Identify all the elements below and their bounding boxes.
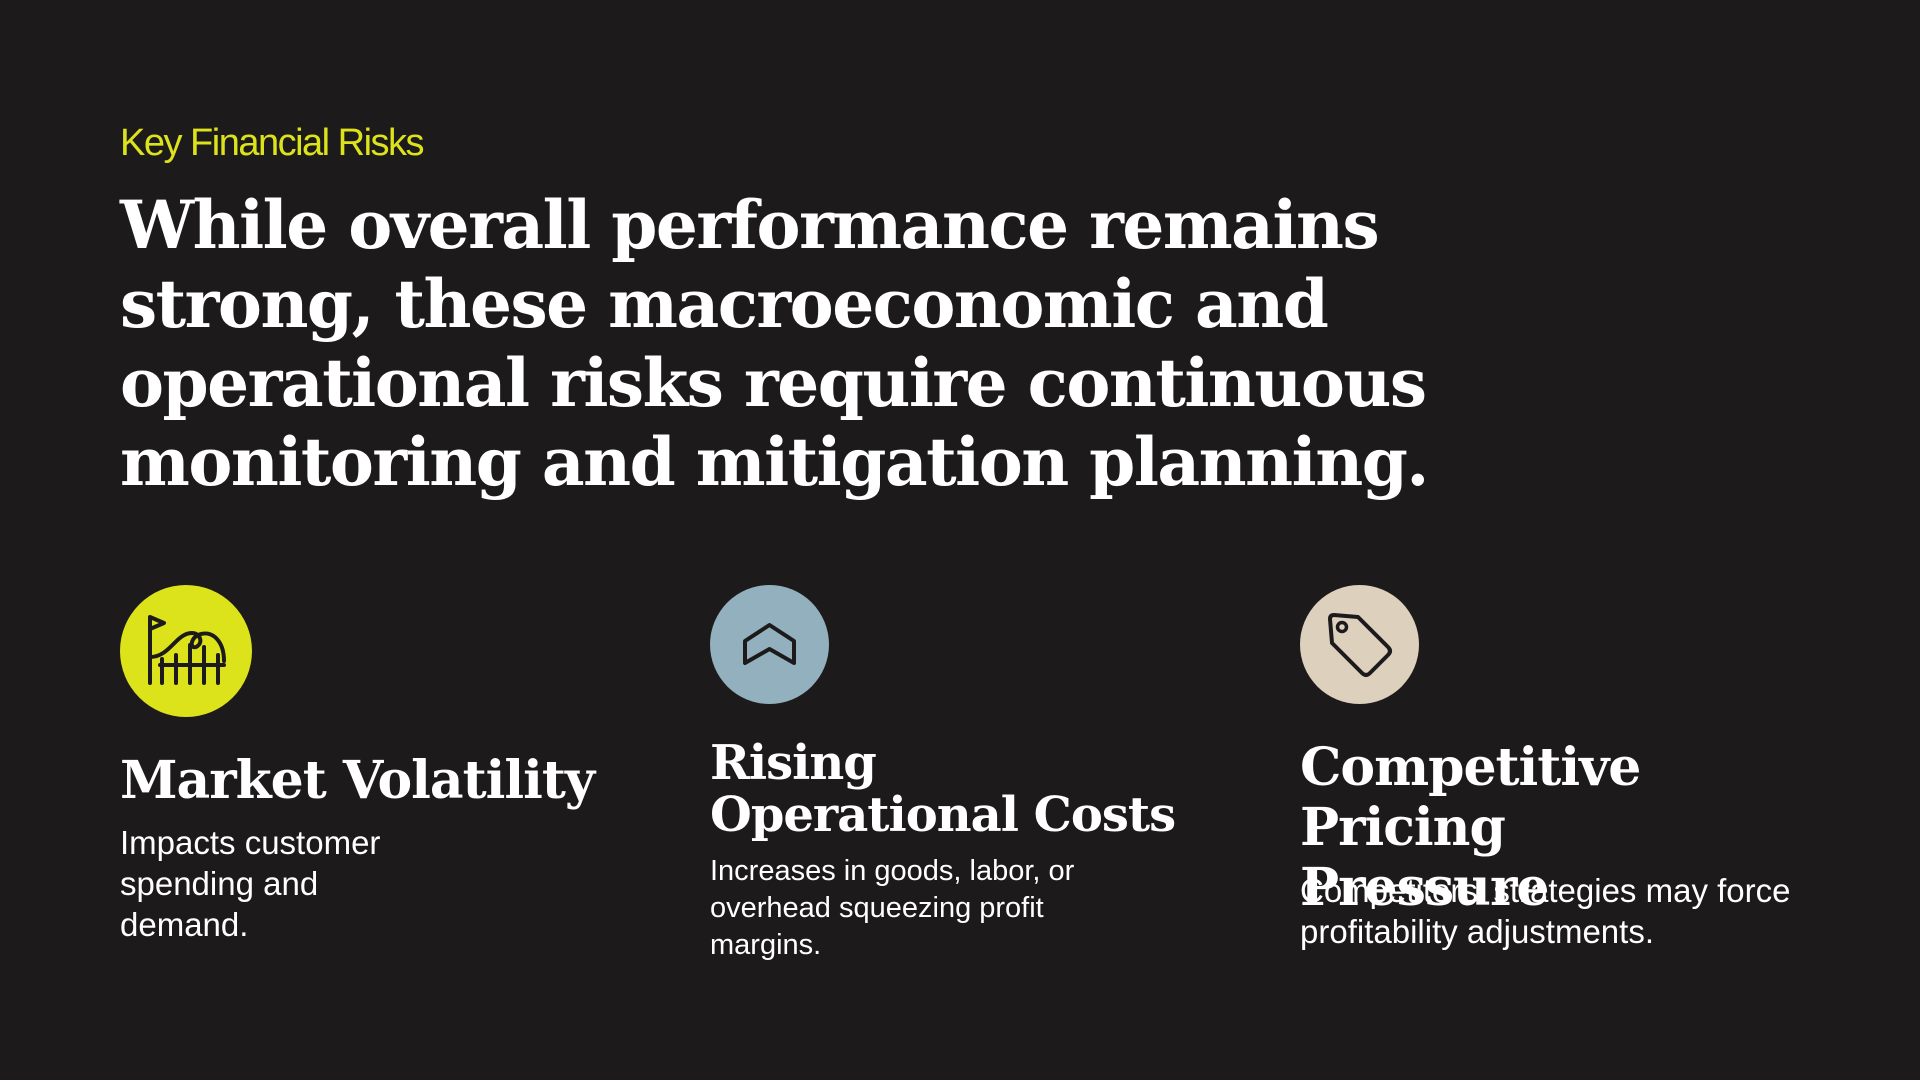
icon-costs <box>710 585 829 704</box>
card-description: Competitors' strategies may force profit… <box>1300 872 1791 950</box>
card-title: Market Volatility <box>120 750 595 811</box>
icon-market <box>120 585 252 717</box>
headline: While overall performance remains strong… <box>120 186 1429 501</box>
card-description: Increases in goods, labor, or overhead s… <box>710 855 1075 961</box>
icon-pricing <box>1300 585 1419 704</box>
card-title: Competitive Pricing Pressure <box>1300 737 1641 918</box>
eyebrow: Key Financial Risks <box>120 122 425 164</box>
card-description: Impacts customer spending and demand. <box>120 824 381 943</box>
card-title: Rising Operational Costs <box>710 735 1176 843</box>
